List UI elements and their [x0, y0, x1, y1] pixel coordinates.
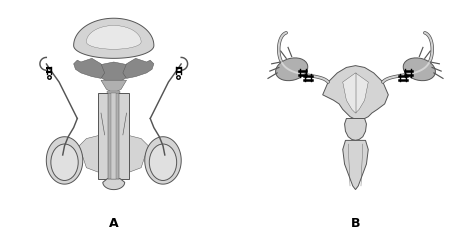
Polygon shape — [343, 140, 368, 190]
Polygon shape — [46, 137, 83, 184]
Ellipse shape — [149, 144, 177, 181]
Polygon shape — [96, 62, 132, 84]
Ellipse shape — [275, 58, 308, 81]
Polygon shape — [79, 135, 148, 175]
Polygon shape — [108, 93, 119, 179]
Polygon shape — [103, 179, 125, 190]
Polygon shape — [117, 93, 129, 179]
Polygon shape — [145, 137, 181, 184]
Polygon shape — [86, 26, 141, 49]
Polygon shape — [108, 91, 120, 93]
Polygon shape — [343, 73, 368, 113]
Polygon shape — [98, 93, 111, 179]
Polygon shape — [73, 58, 105, 78]
Text: B: B — [351, 217, 360, 230]
Polygon shape — [111, 93, 117, 179]
Text: A: A — [109, 217, 118, 230]
Polygon shape — [101, 80, 127, 93]
Ellipse shape — [51, 144, 78, 181]
Ellipse shape — [403, 58, 436, 81]
Polygon shape — [123, 58, 154, 78]
Polygon shape — [345, 118, 366, 140]
Polygon shape — [73, 18, 154, 58]
Polygon shape — [323, 66, 388, 120]
